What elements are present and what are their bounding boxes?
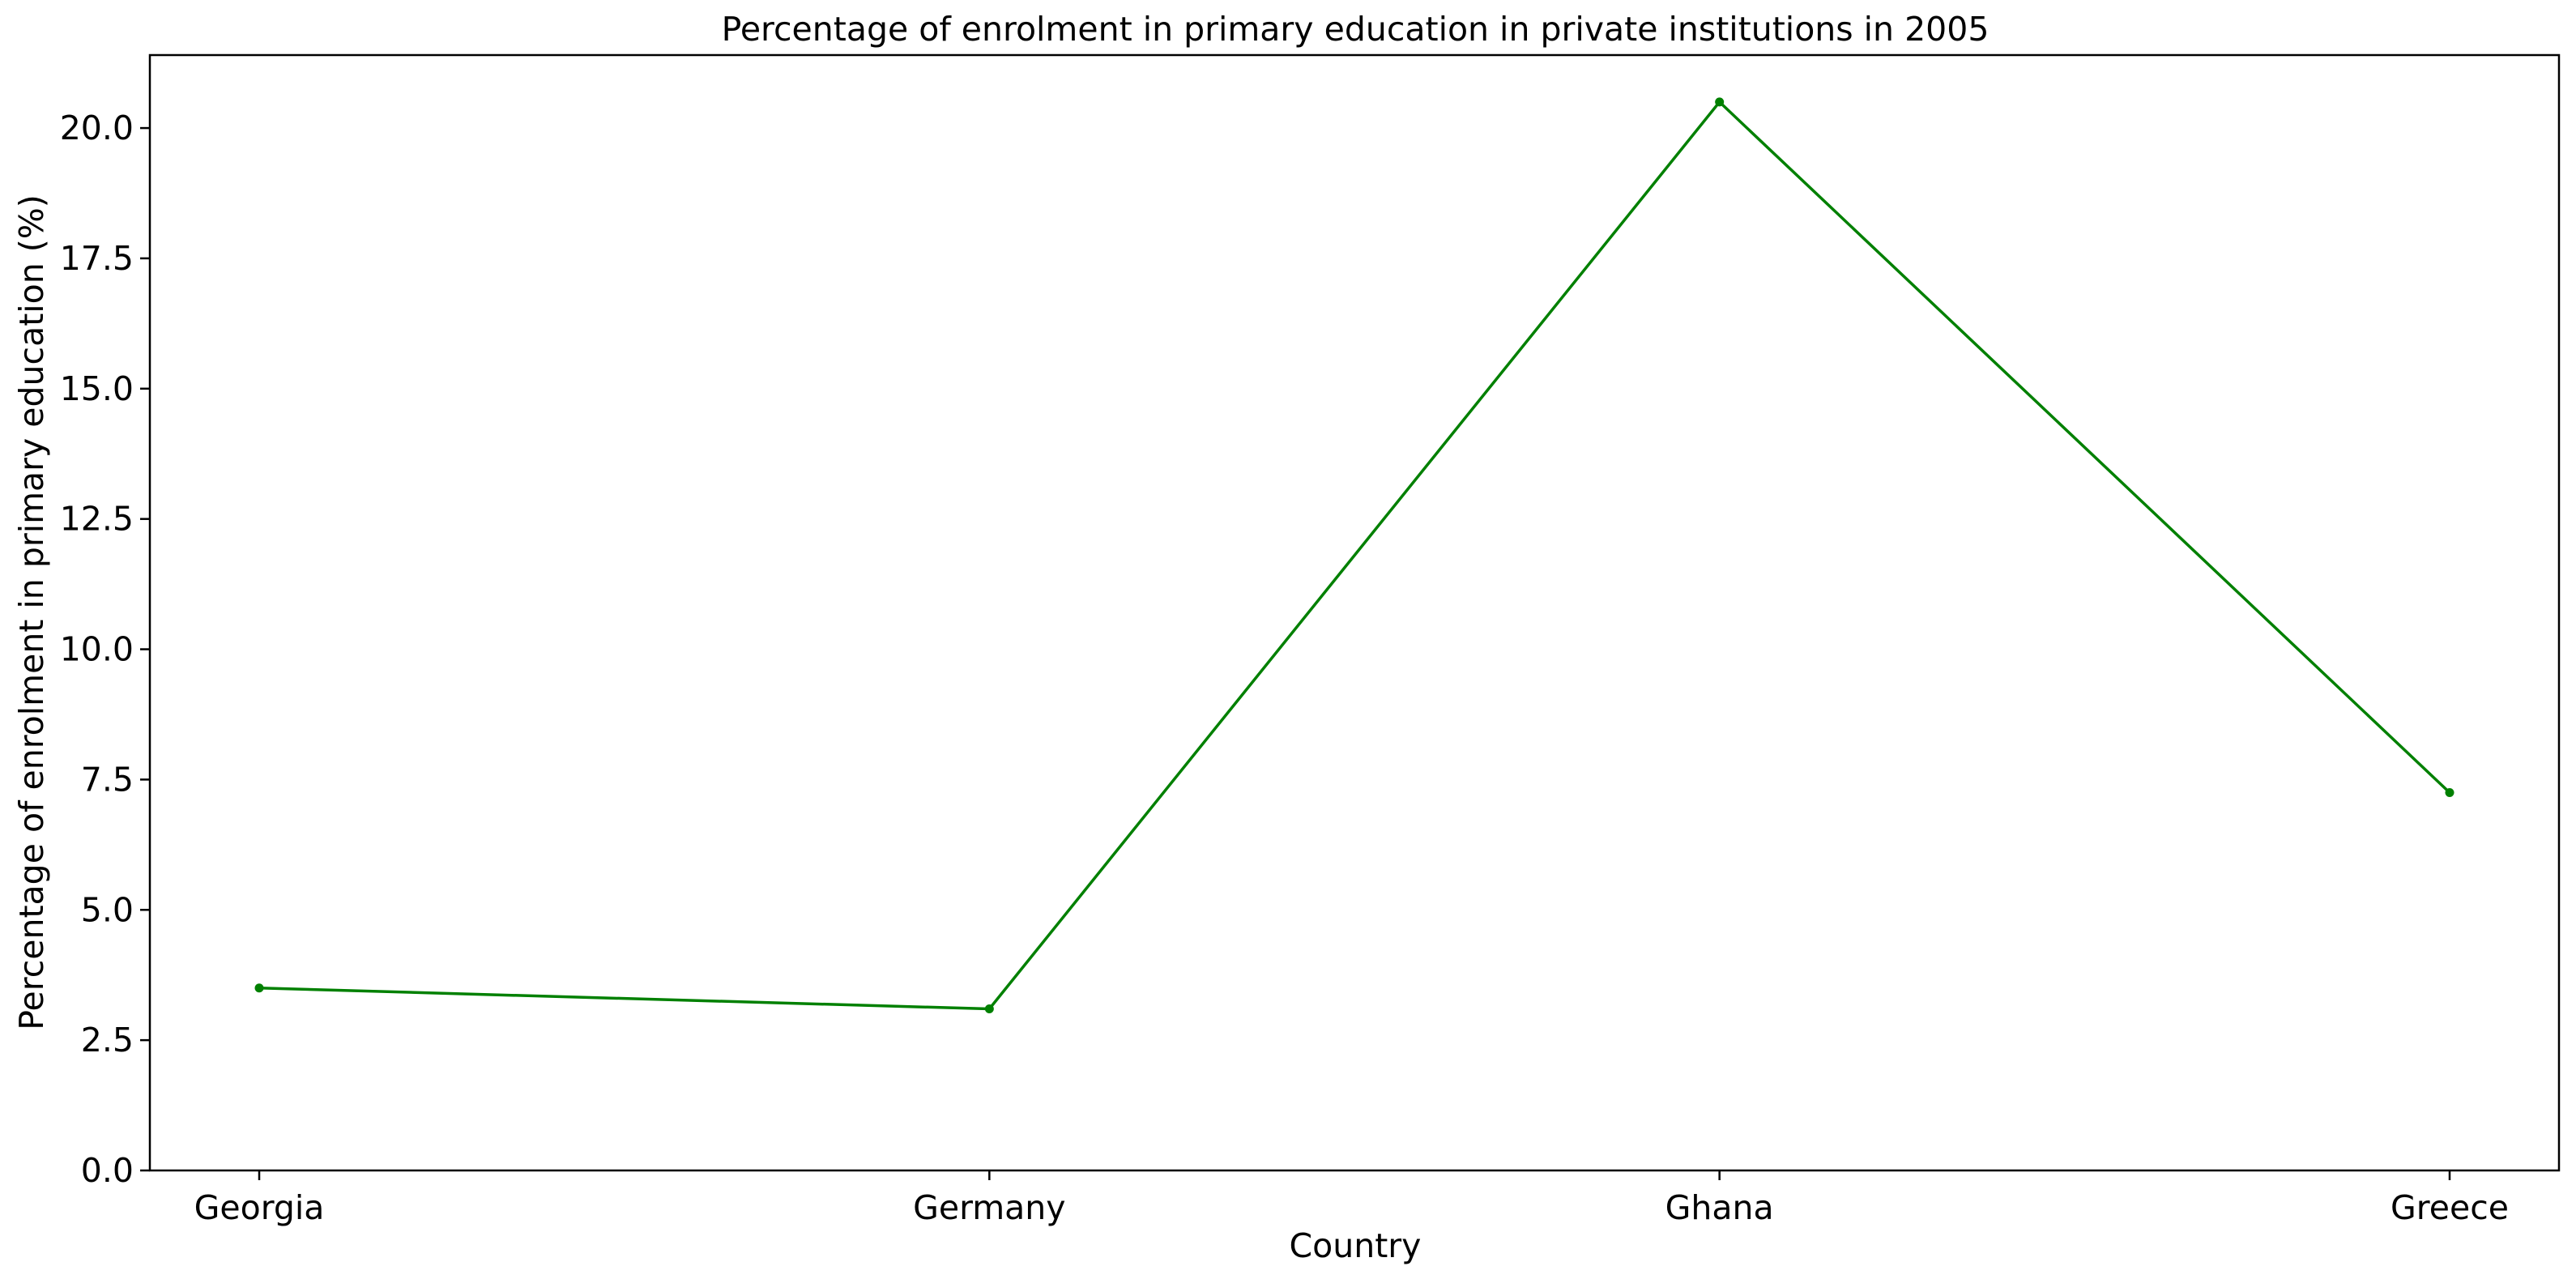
x-tick-label: Georgia [194, 1188, 325, 1227]
y-tick-label: 7.5 [81, 760, 134, 799]
y-tick-label: 2.5 [81, 1021, 134, 1059]
y-tick-label: 10.0 [60, 630, 134, 669]
y-tick-label: 12.5 [60, 500, 134, 539]
data-point [1715, 97, 1725, 107]
y-tick-label: 0.0 [81, 1151, 134, 1190]
x-axis-ticks: Georgia Germany Ghana Greece [194, 1170, 2509, 1227]
data-point [984, 1004, 994, 1014]
chart-title: Percentage of enrolment in primary educa… [722, 10, 1990, 49]
x-axis-label: Country [1290, 1226, 1422, 1265]
x-tick-label: Ghana [1665, 1188, 1774, 1227]
y-tick-label: 15.0 [60, 369, 134, 408]
series-line [258, 100, 2451, 1011]
x-tick-label: Greece [2390, 1188, 2509, 1227]
y-tick-label: 17.5 [60, 239, 134, 278]
data-point [2445, 787, 2454, 797]
x-tick-label: Germany [913, 1188, 1065, 1227]
series-layer [254, 97, 2454, 1014]
plot-area-frame [148, 53, 2561, 1172]
y-axis-ticks: 0.0 2.5 5.0 7.5 10.0 12.5 15.0 17.5 20.0 [60, 109, 150, 1190]
y-tick-label: 20.0 [60, 109, 134, 147]
data-point [254, 983, 264, 993]
y-axis-label: Percentage of enrolment in primary educa… [12, 194, 51, 1030]
y-tick-label: 5.0 [81, 890, 134, 929]
